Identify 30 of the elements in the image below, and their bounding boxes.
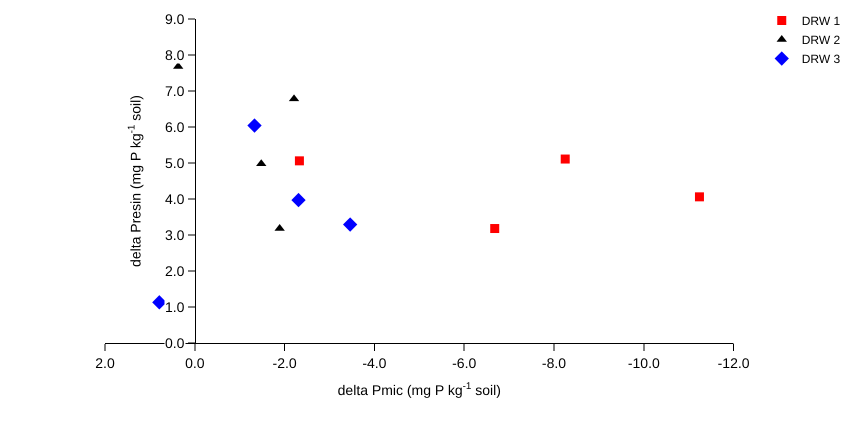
- y-tick-label: 7.0: [165, 83, 185, 99]
- x-tick-label: -12.0: [718, 354, 750, 371]
- y-tick-label: 6.0: [165, 119, 185, 135]
- point: [291, 192, 306, 208]
- y-tick-label: 5.0: [165, 155, 185, 171]
- legend-label: DRW 1: [802, 14, 841, 28]
- x-tick-label: 2.0: [95, 354, 115, 371]
- legend-label: DRW 3: [802, 52, 841, 66]
- x-tick-label: -6.0: [452, 354, 476, 371]
- x-tick-label: -4.0: [362, 354, 387, 371]
- y-tick-label: 4.0: [165, 191, 185, 207]
- point: [560, 154, 570, 164]
- x-tick-label: -2.0: [272, 354, 297, 371]
- legend-label: DRW 2: [802, 33, 841, 48]
- y-tick-label: 1.0: [165, 299, 185, 315]
- x-axis-title: delta Pmic (mg P kg$^{-1}$ soil): [338, 381, 501, 398]
- point: [294, 156, 304, 166]
- y-tick-label: 3.0: [165, 227, 185, 243]
- x-tick-label: -10.0: [628, 354, 660, 371]
- point: [152, 295, 166, 310]
- y-tick-label: 8.0: [165, 47, 185, 63]
- point: [694, 192, 704, 202]
- y-tick-label: 2.0: [165, 263, 185, 279]
- point: [247, 118, 262, 133]
- x-tick-label: 0.0: [185, 354, 205, 371]
- y-tick-label: 9.0: [165, 11, 185, 27]
- point: [490, 224, 500, 234]
- y-tick-label: 0.0: [165, 335, 185, 351]
- x-tick-label: -8.0: [542, 354, 566, 371]
- point: [343, 217, 358, 232]
